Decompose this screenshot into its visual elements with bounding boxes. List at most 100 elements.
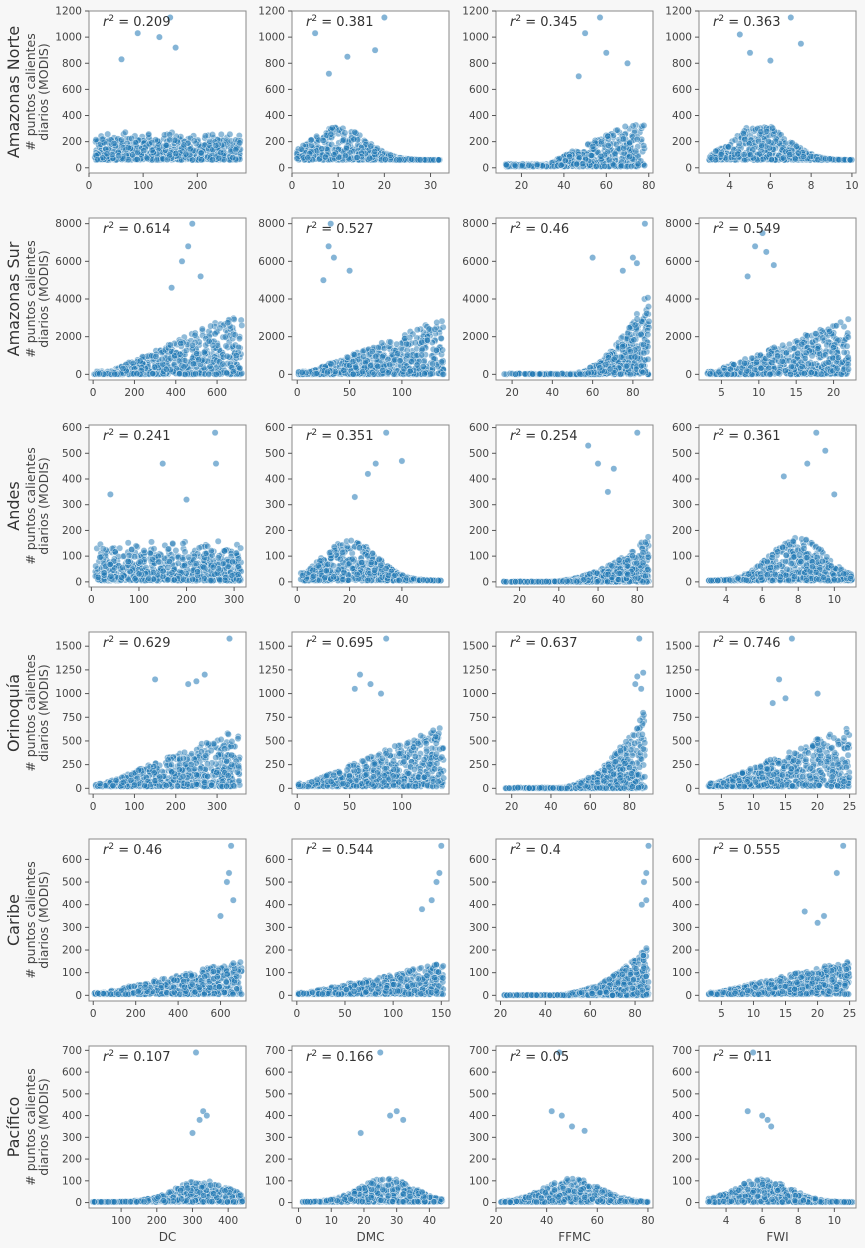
scatter-point: [725, 143, 732, 151]
scatter-point: [622, 362, 630, 370]
scatter-point: [614, 126, 621, 134]
scatter-point: [195, 356, 203, 364]
y-tick-label: 1000: [462, 32, 489, 44]
scatter-point: [134, 148, 141, 156]
scatter-point: [814, 156, 822, 164]
row-region-label: Amazonas Norte: [4, 26, 23, 158]
scatter-point: [318, 145, 326, 153]
x-tick-label: 4: [726, 180, 733, 192]
scatter-point: [104, 130, 112, 138]
scatter-point: [429, 360, 436, 368]
scatter-point: [759, 155, 767, 163]
y-tick-label: 4000: [462, 294, 489, 306]
scatter-point: [189, 341, 196, 349]
scatter-point: [576, 370, 584, 378]
scatter-point: [529, 370, 536, 378]
scatter-points: [91, 14, 244, 164]
scatter-point: [601, 162, 609, 170]
y-tick-label: 1000: [665, 32, 692, 44]
scatter-point: [427, 370, 434, 378]
scatter-point: [232, 352, 240, 359]
x-tick-label: 20: [378, 180, 391, 192]
scatter-point: [148, 139, 156, 146]
scatter-point: [717, 150, 725, 158]
scatter-point: [321, 153, 329, 161]
scatter-point: [846, 156, 854, 164]
scatter-point: [134, 29, 142, 37]
scatter-point: [631, 353, 639, 361]
scatter-point: [152, 352, 160, 360]
scatter-point: [360, 353, 367, 360]
scatter-point: [408, 155, 416, 163]
scatter-point: [166, 151, 173, 159]
scatter-point: [767, 57, 774, 64]
y-tick-label: 6000: [55, 256, 82, 268]
scatter-point: [765, 137, 772, 145]
x-tick-label: 20: [505, 387, 518, 399]
scatter-point: [739, 129, 747, 137]
scatter-point: [525, 161, 533, 169]
scatter-point: [121, 128, 129, 136]
x-tick-label: 200: [187, 180, 207, 192]
scatter-point: [312, 370, 320, 377]
scatter-point: [298, 368, 306, 376]
y-tick-label: 200: [469, 136, 489, 148]
scatter-point: [584, 369, 592, 377]
scatter-point: [319, 136, 327, 144]
scatter-point: [605, 354, 612, 361]
x-tick-label: 200: [124, 387, 144, 399]
scatter-point: [98, 135, 106, 143]
scatter-point: [793, 142, 800, 150]
y-tick-label: 0: [278, 162, 285, 174]
scatter-point: [589, 254, 596, 262]
scatter-point: [205, 337, 213, 345]
scatter-point: [602, 49, 610, 57]
x-tick-label: 0: [90, 387, 97, 399]
scatter-point: [627, 162, 635, 170]
scatter-point: [404, 351, 412, 359]
scatter-point: [400, 365, 408, 373]
scatter-point: [606, 365, 614, 373]
scatter-point: [197, 156, 205, 164]
scatter-point: [111, 370, 119, 378]
scatter-point: [132, 139, 139, 147]
x-tick-label: 60: [586, 387, 599, 399]
scatter-point: [425, 325, 433, 333]
y-tick-label: 0: [278, 369, 285, 381]
scatter-point: [557, 161, 565, 169]
scatter-point: [786, 151, 794, 159]
x-tick-label: 10: [331, 180, 344, 192]
scatter-point: [201, 132, 209, 140]
scatter-point: [418, 351, 426, 359]
scatter-point: [620, 135, 627, 143]
scatter-point: [297, 145, 305, 153]
scatter-point: [198, 325, 206, 333]
x-tick-label: 60: [600, 180, 613, 192]
scatter-point: [617, 334, 625, 342]
scatter-point: [159, 360, 167, 368]
scatter-point: [307, 136, 315, 144]
scatter-point: [217, 130, 225, 138]
y-tick-label: 1200: [462, 6, 489, 18]
scatter-point: [394, 350, 401, 357]
scatter-point: [149, 370, 156, 377]
scatter-point: [640, 349, 648, 357]
x-tick-label: 10: [845, 180, 858, 192]
y-tick-label: 400: [62, 110, 82, 122]
scatter-point: [435, 156, 443, 164]
scatter-point: [795, 149, 802, 157]
scatter-point: [92, 136, 100, 144]
scatter-point: [186, 145, 194, 153]
scatter-point: [155, 33, 163, 41]
scatter-point: [191, 331, 199, 339]
scatter-point: [387, 338, 394, 346]
y-axis-label: # puntos calientesdiarios (MODIS): [23, 240, 51, 357]
scatter-point: [604, 141, 612, 149]
scatter-point: [378, 339, 386, 347]
scatter-point: [143, 154, 151, 162]
y-tick-label: 800: [62, 58, 82, 70]
scatter-point: [411, 339, 419, 347]
